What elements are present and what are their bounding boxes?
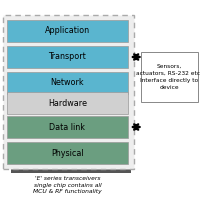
Text: 'E' series transceivers
single chip contains all
MCU & RF functionality: 'E' series transceivers single chip cont… <box>33 176 101 194</box>
Bar <box>7 92 127 114</box>
FancyArrowPatch shape <box>132 124 139 130</box>
Text: Network: Network <box>50 78 84 87</box>
Bar <box>7 142 127 164</box>
Text: Transport: Transport <box>48 52 86 61</box>
Text: Hardware: Hardware <box>48 98 86 108</box>
Bar <box>140 52 197 102</box>
Text: Sensors,
actuators, RS-232 etc.
Interface directly to
device: Sensors, actuators, RS-232 etc. Interfac… <box>136 64 200 90</box>
Text: Application: Application <box>45 26 89 35</box>
Bar <box>3 15 133 169</box>
Bar <box>7 20 127 42</box>
FancyArrowPatch shape <box>132 54 139 60</box>
Text: Physical: Physical <box>51 148 83 158</box>
Bar <box>7 46 127 68</box>
Bar <box>11 19 131 173</box>
Bar <box>7 72 127 94</box>
Text: Data link: Data link <box>49 122 85 132</box>
Bar <box>7 116 127 138</box>
